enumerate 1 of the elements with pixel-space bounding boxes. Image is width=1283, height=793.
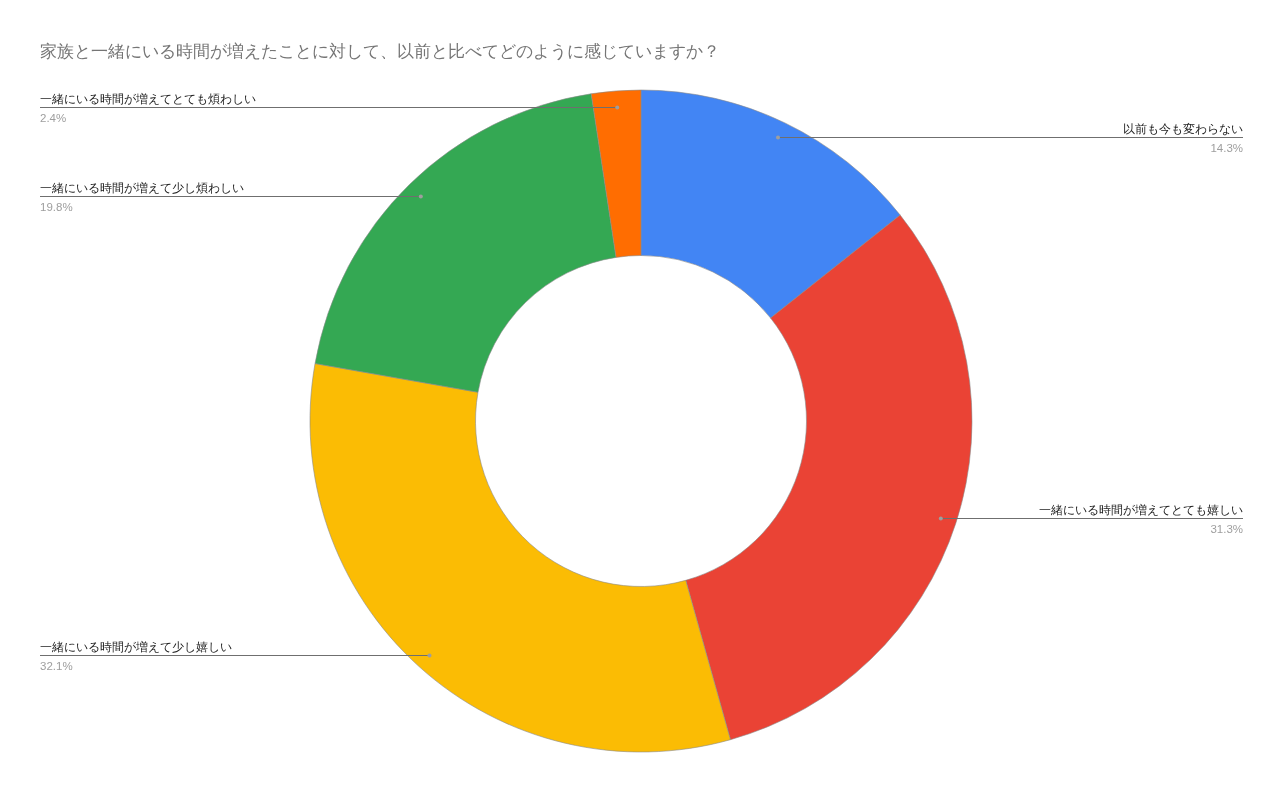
title: 家族と一緒にいる時間が増えたことに対して、以前と比べてどのように感じていますか？	[40, 42, 720, 61]
